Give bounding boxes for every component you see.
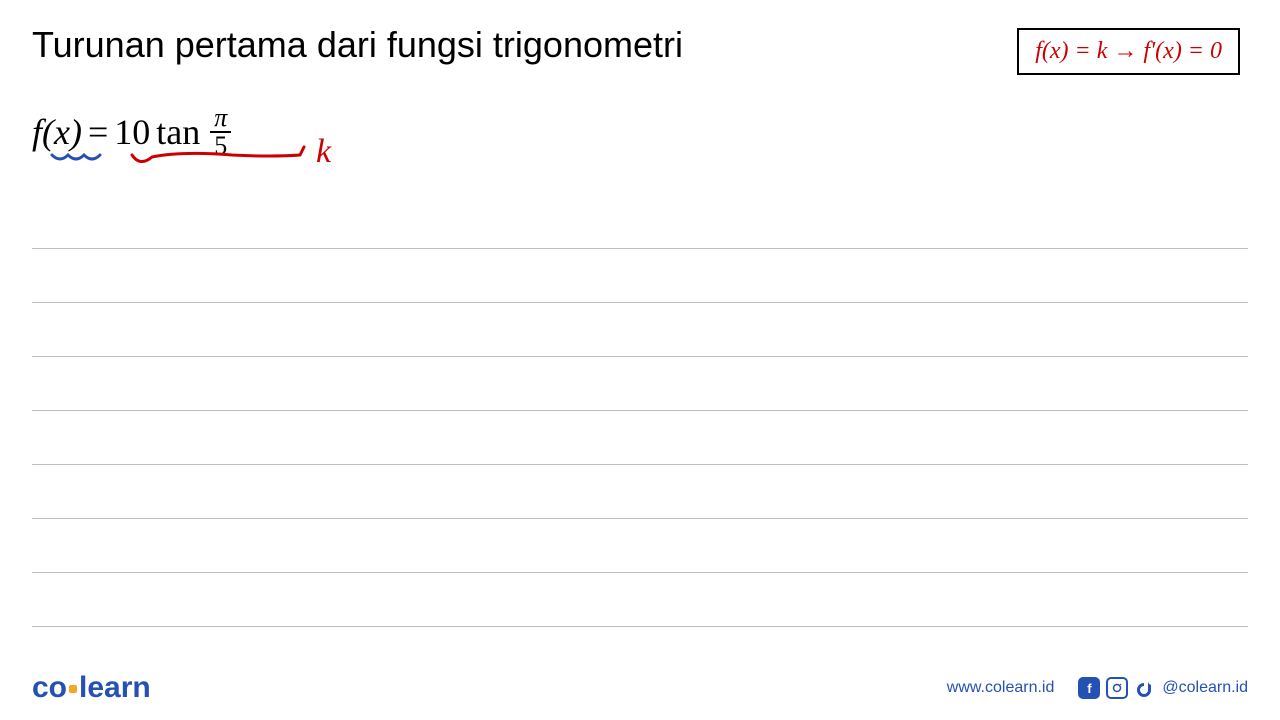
ruled-line <box>32 519 1248 573</box>
footer: colearn www.colearn.id f @colearn.id <box>0 656 1280 720</box>
k-label: k <box>316 133 331 171</box>
header-row: Turunan pertama dari fungsi trigonometri… <box>32 24 1248 75</box>
brand-logo: colearn <box>32 671 151 705</box>
ruled-line <box>32 195 1248 249</box>
ruled-line <box>32 357 1248 411</box>
ruled-line <box>32 573 1248 627</box>
equals-sign: = <box>88 111 108 153</box>
ruled-line <box>32 249 1248 303</box>
rule-text: f(x) = k → f'(x) = 0 <box>1035 38 1222 64</box>
website-url: www.colearn.id <box>947 679 1055 697</box>
social-handle: @colearn.id <box>1162 679 1248 697</box>
ruled-lines-area <box>0 195 1280 627</box>
equation-area: f(x) = 10 tan π 5 k <box>32 105 1248 185</box>
function-equation: f(x) = 10 tan π 5 <box>32 105 1248 159</box>
trig-function: tan <box>156 111 200 153</box>
page-title: Turunan pertama dari fungsi trigonometri <box>32 24 683 66</box>
fraction-denominator: 5 <box>210 133 231 159</box>
ruled-line <box>32 465 1248 519</box>
equation-lhs: f(x) <box>32 111 82 153</box>
social-links: f @colearn.id <box>1078 677 1248 699</box>
logo-co: co <box>32 671 67 704</box>
ruled-line <box>32 303 1248 357</box>
coefficient: 10 <box>114 111 150 153</box>
logo-dash-icon <box>69 685 77 693</box>
facebook-icon: f <box>1078 677 1100 699</box>
footer-right: www.colearn.id f @colearn.id <box>947 677 1248 699</box>
tiktok-icon <box>1134 677 1156 699</box>
logo-learn: learn <box>79 671 151 704</box>
fraction: π 5 <box>210 105 231 159</box>
ruled-line <box>32 411 1248 465</box>
instagram-icon <box>1106 677 1128 699</box>
fraction-numerator: π <box>210 105 231 133</box>
derivative-rule-box: f(x) = k → f'(x) = 0 <box>1017 28 1240 75</box>
